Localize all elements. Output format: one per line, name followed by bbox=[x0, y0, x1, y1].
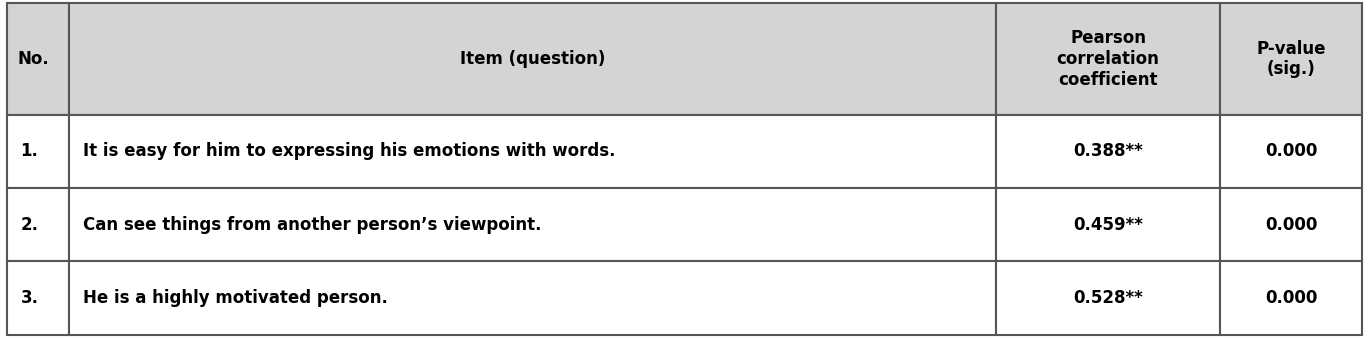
Bar bbox=[1220, 115, 1362, 188]
Bar bbox=[7, 261, 70, 335]
Bar bbox=[997, 261, 1220, 335]
Text: 3.: 3. bbox=[21, 289, 38, 307]
Text: 0.000: 0.000 bbox=[1265, 216, 1317, 234]
Bar bbox=[1220, 261, 1362, 335]
Text: He is a highly motivated person.: He is a highly motivated person. bbox=[84, 289, 387, 307]
Bar bbox=[7, 3, 70, 115]
Text: 0.459**: 0.459** bbox=[1073, 216, 1143, 234]
Bar bbox=[997, 188, 1220, 261]
Text: Can see things from another person’s viewpoint.: Can see things from another person’s vie… bbox=[84, 216, 541, 234]
Bar bbox=[1220, 188, 1362, 261]
Bar bbox=[70, 3, 997, 115]
Bar bbox=[70, 261, 997, 335]
Bar bbox=[7, 115, 70, 188]
Text: 0.388**: 0.388** bbox=[1073, 142, 1143, 160]
Text: 0.000: 0.000 bbox=[1265, 289, 1317, 307]
Text: 0.000: 0.000 bbox=[1265, 142, 1317, 160]
Bar bbox=[1220, 3, 1362, 115]
Text: 2.: 2. bbox=[21, 216, 38, 234]
Bar bbox=[7, 188, 70, 261]
Bar bbox=[70, 188, 997, 261]
Bar bbox=[70, 115, 997, 188]
Bar bbox=[997, 3, 1220, 115]
Text: 1.: 1. bbox=[21, 142, 38, 160]
Text: No.: No. bbox=[18, 50, 49, 68]
Text: P-value
(sig.): P-value (sig.) bbox=[1257, 40, 1325, 78]
Text: Pearson
correlation
coefficient: Pearson correlation coefficient bbox=[1057, 29, 1160, 89]
Bar bbox=[997, 115, 1220, 188]
Text: 0.528**: 0.528** bbox=[1073, 289, 1143, 307]
Text: Item (question): Item (question) bbox=[460, 50, 605, 68]
Text: It is easy for him to expressing his emotions with words.: It is easy for him to expressing his emo… bbox=[84, 142, 616, 160]
